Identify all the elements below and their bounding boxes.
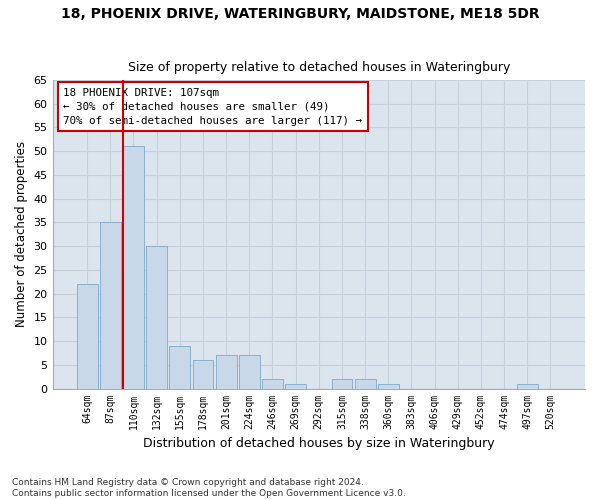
Text: Contains HM Land Registry data © Crown copyright and database right 2024.
Contai: Contains HM Land Registry data © Crown c… (12, 478, 406, 498)
Text: 18, PHOENIX DRIVE, WATERINGBURY, MAIDSTONE, ME18 5DR: 18, PHOENIX DRIVE, WATERINGBURY, MAIDSTO… (61, 8, 539, 22)
Bar (169, 346, 190, 389)
Bar (123, 146, 144, 388)
Bar (239, 356, 260, 388)
Bar (332, 379, 352, 388)
X-axis label: Distribution of detached houses by size in Wateringbury: Distribution of detached houses by size … (143, 437, 494, 450)
Bar (355, 379, 376, 388)
Bar (378, 384, 398, 388)
Bar (193, 360, 214, 388)
Bar (100, 222, 121, 388)
Bar (285, 384, 306, 388)
Text: 18 PHOENIX DRIVE: 107sqm
← 30% of detached houses are smaller (49)
70% of semi-d: 18 PHOENIX DRIVE: 107sqm ← 30% of detach… (63, 88, 362, 126)
Bar (77, 284, 98, 389)
Bar (216, 356, 236, 388)
Title: Size of property relative to detached houses in Wateringbury: Size of property relative to detached ho… (128, 62, 510, 74)
Bar (146, 246, 167, 388)
Bar (517, 384, 538, 388)
Y-axis label: Number of detached properties: Number of detached properties (15, 141, 28, 327)
Bar (262, 379, 283, 388)
